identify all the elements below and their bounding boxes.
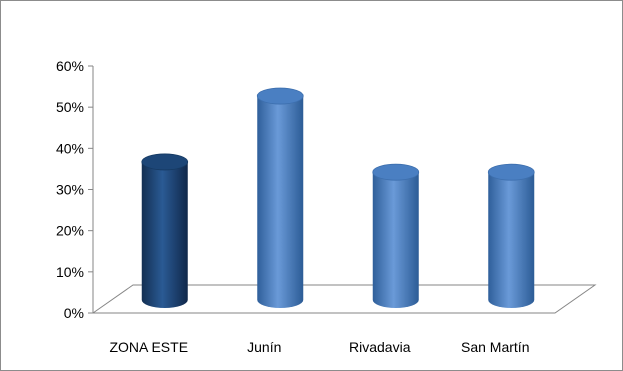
bars: [141, 87, 535, 308]
bar-4: [487, 163, 535, 308]
bar-body: [141, 161, 188, 308]
bar-top: [256, 87, 304, 105]
axes: [88, 65, 597, 314]
y-tick-label: 30%: [56, 182, 84, 198]
x-tick-label: Junín: [247, 339, 281, 355]
x-tick-label: San Martín: [461, 339, 529, 355]
bar-top: [487, 163, 535, 181]
bar-3: [372, 163, 420, 308]
bar-2: [256, 87, 304, 308]
bar-body: [372, 172, 419, 308]
labels: 0% 10% 20% 30% 40% 50% 60% ZONA ESTE Junín Rivada…: [56, 58, 530, 355]
y-tick-label: 40%: [56, 140, 84, 156]
x-tick-label: Rivadavia: [349, 339, 411, 355]
y-tick-label: 60%: [56, 58, 84, 74]
y-tick-label: 10%: [56, 264, 84, 280]
x-tick-label: ZONA ESTE: [109, 339, 188, 355]
bar-top: [141, 153, 189, 171]
y-tick-label: 0%: [64, 305, 84, 321]
floor-plane: [91, 284, 597, 314]
bar-body: [488, 172, 535, 308]
y-tick-label: 50%: [56, 99, 84, 115]
bar-top: [372, 163, 420, 181]
y-tick-label: 20%: [56, 223, 84, 239]
bar-body: [257, 96, 304, 308]
bar-1: [141, 153, 189, 308]
